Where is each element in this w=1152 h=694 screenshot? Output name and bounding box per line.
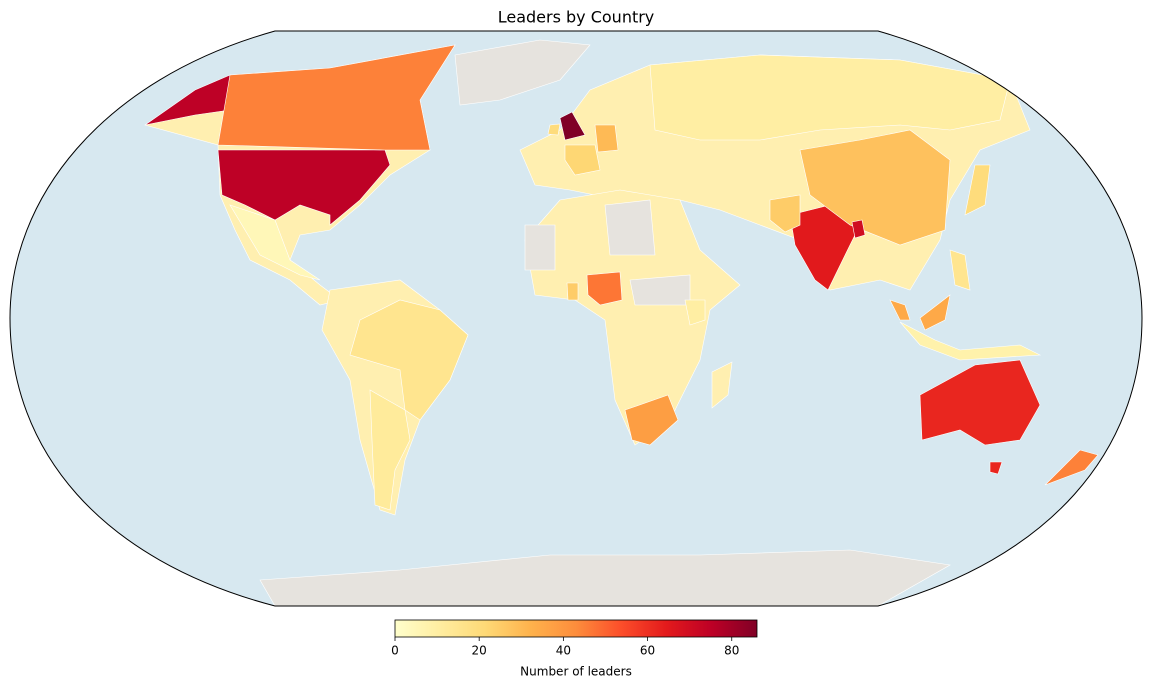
no-data-region (629, 274, 691, 306)
country (799, 129, 951, 246)
country (684, 299, 706, 326)
country (594, 124, 619, 153)
country (566, 282, 579, 301)
colorbar: 0 20 40 60 80 (391, 619, 758, 658)
country (559, 111, 586, 141)
country (889, 294, 951, 331)
country (649, 54, 1011, 141)
country (851, 219, 866, 239)
colorbar-scale (394, 619, 758, 638)
no-data-region (524, 224, 556, 271)
colorbar-label: Number of leaders (520, 665, 632, 679)
colorbar-tick-label: 20 (472, 644, 487, 658)
country (919, 359, 1041, 475)
country (899, 321, 1042, 361)
map-frame (9, 30, 1143, 607)
no-data-region (604, 199, 656, 256)
country (949, 249, 971, 291)
map-title: Leaders by Country (498, 8, 655, 27)
colorbar-tick-label: 60 (640, 644, 655, 658)
country (349, 299, 469, 421)
country (586, 271, 623, 306)
no-data-region (259, 549, 951, 606)
continent (524, 189, 741, 446)
colorbar-tick-label: 40 (556, 644, 571, 658)
country (769, 194, 801, 233)
countries (144, 44, 1099, 511)
land (144, 39, 1099, 606)
colorbar-tick-label: 80 (724, 644, 739, 658)
colorbar-tick-label: 0 (391, 644, 399, 658)
no-data-land (259, 39, 951, 606)
country (217, 44, 456, 151)
country (1044, 449, 1099, 486)
country (564, 144, 601, 176)
island (711, 361, 733, 409)
country (964, 164, 991, 216)
country (624, 394, 679, 446)
country (369, 389, 411, 511)
country (547, 123, 561, 136)
country (229, 204, 321, 281)
no-data-region (454, 39, 591, 106)
